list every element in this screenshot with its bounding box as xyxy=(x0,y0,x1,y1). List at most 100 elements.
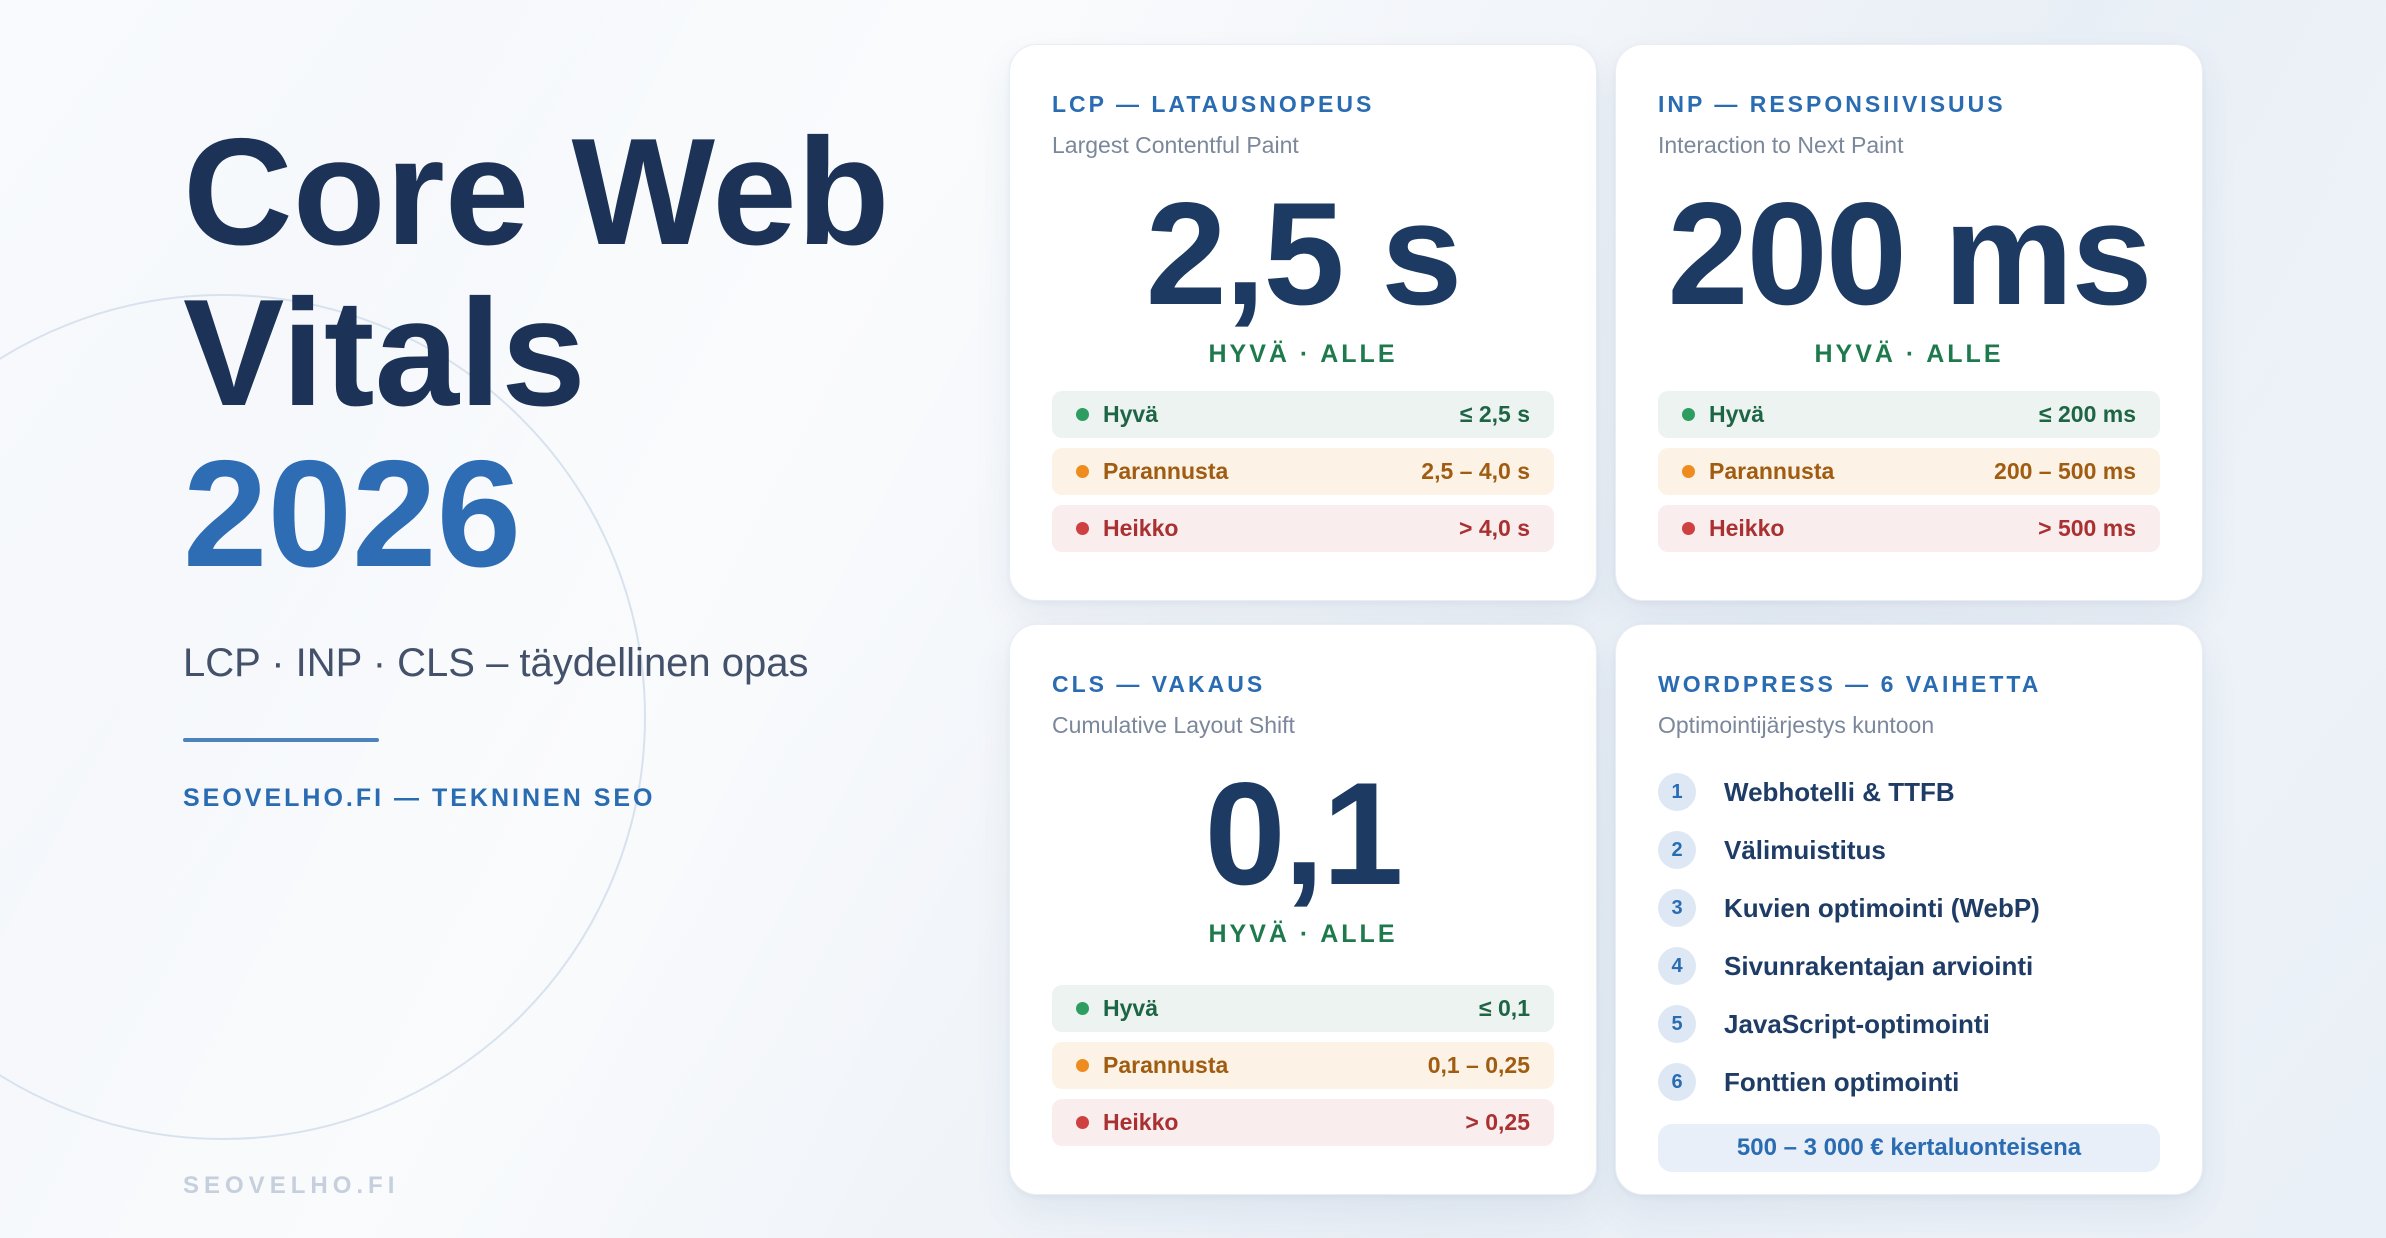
threshold-label: Parannusta xyxy=(1709,458,1835,484)
threshold-label: Heikko xyxy=(1103,1109,1179,1135)
price-badge: 500 – 3 000 € kertaluonteisena xyxy=(1658,1124,2160,1172)
dot-warn-icon xyxy=(1076,465,1089,478)
cards-grid: LCP — LATAUSNOPEUS Largest Contentful Pa… xyxy=(1009,44,2203,1195)
brand-watermark: SEOVELHO.FI xyxy=(183,1172,400,1199)
card-lcp: LCP — LATAUSNOPEUS Largest Contentful Pa… xyxy=(1009,44,1597,601)
threshold-row-good: Hyvä ≤ 2,5 s xyxy=(1052,391,1554,438)
threshold-label: Parannusta xyxy=(1103,1052,1229,1078)
card-inp-metric: 200 ms HYVÄ · ALLE xyxy=(1658,172,2160,369)
card-cls-subtitle: Cumulative Layout Shift xyxy=(1052,712,1295,738)
threshold-value: 2,5 – 4,0 s xyxy=(1421,458,1530,484)
step-number-badge: 4 xyxy=(1658,947,1696,985)
dot-bad-icon xyxy=(1076,522,1089,535)
step-number-badge: 6 xyxy=(1658,1063,1696,1101)
threshold-row-warn: Parannusta 200 – 500 ms xyxy=(1658,448,2160,495)
threshold-value: 0,1 – 0,25 xyxy=(1427,1052,1530,1078)
threshold-label: Parannusta xyxy=(1103,458,1229,484)
threshold-row-left: Parannusta xyxy=(1076,1052,1228,1079)
title-year: 2026 xyxy=(183,429,522,599)
inp-metric-value: 200 ms xyxy=(1667,172,2152,335)
step-item-6: 6 Fonttien optimointi xyxy=(1658,1063,2160,1101)
threshold-value: > 0,25 xyxy=(1465,1109,1530,1135)
dot-warn-icon xyxy=(1682,465,1695,478)
hero-section: Core Web Vitals 2026 LCP · INP · CLS – t… xyxy=(183,112,1013,813)
threshold-value: ≤ 2,5 s xyxy=(1459,401,1530,427)
step-label: Webhotelli & TTFB xyxy=(1724,776,1955,807)
cls-metric-status: HYVÄ · ALLE xyxy=(1208,919,1398,948)
title-line-1: Core Web xyxy=(183,107,890,277)
step-label: JavaScript-optimointi xyxy=(1724,1008,1990,1039)
hero-subtitle: LCP · INP · CLS – täydellinen opas xyxy=(183,641,809,685)
threshold-row-left: Heikko xyxy=(1682,515,1784,542)
threshold-row-warn: Parannusta 0,1 – 0,25 xyxy=(1052,1042,1554,1089)
card-inp: INP — RESPONSIIVISUUS Interaction to Nex… xyxy=(1615,44,2203,601)
threshold-label: Heikko xyxy=(1103,515,1179,541)
threshold-row-warn: Parannusta 2,5 – 4,0 s xyxy=(1052,448,1554,495)
inp-threshold-rows: Hyvä ≤ 200 ms Parannusta 200 – 500 ms He… xyxy=(1658,391,2160,552)
step-item-1: 1 Webhotelli & TTFB xyxy=(1658,773,2160,811)
threshold-row-left: Hyvä xyxy=(1076,401,1158,428)
step-number-badge: 3 xyxy=(1658,889,1696,927)
threshold-row-left: Heikko xyxy=(1076,515,1178,542)
page-title: Core Web Vitals 2026 xyxy=(183,112,1013,595)
card-wordpress: WORDPRESS — 6 VAIHETTA Optimointijärjest… xyxy=(1615,624,2203,1195)
dot-good-icon xyxy=(1682,408,1695,421)
threshold-value: ≤ 200 ms xyxy=(2038,401,2136,427)
dot-good-icon xyxy=(1076,1002,1089,1015)
card-lcp-metric: 2,5 s HYVÄ · ALLE xyxy=(1052,172,1554,369)
threshold-row-bad: Heikko > 500 ms xyxy=(1658,505,2160,552)
wordpress-steps-list: 1 Webhotelli & TTFB 2 Välimuistitus 3 Ku… xyxy=(1658,773,2160,1101)
threshold-row-left: Hyvä xyxy=(1682,401,1764,428)
cls-threshold-rows: Hyvä ≤ 0,1 Parannusta 0,1 – 0,25 Heikko xyxy=(1052,985,1554,1146)
step-number-badge: 1 xyxy=(1658,773,1696,811)
threshold-row-bad: Heikko > 4,0 s xyxy=(1052,505,1554,552)
card-inp-title: INP — RESPONSIIVISUUS xyxy=(1658,91,2006,117)
card-inp-subtitle: Interaction to Next Paint xyxy=(1658,132,1904,158)
brand-byline: SEOVELHO.FI — TEKNINEN SEO xyxy=(183,784,656,812)
threshold-value: > 500 ms xyxy=(2038,515,2136,541)
cls-metric-value: 0,1 xyxy=(1204,752,1404,915)
threshold-row-left: Parannusta xyxy=(1682,458,1834,485)
step-number-badge: 5 xyxy=(1658,1005,1696,1043)
threshold-row-good: Hyvä ≤ 200 ms xyxy=(1658,391,2160,438)
card-wordpress-title: WORDPRESS — 6 VAIHETTA xyxy=(1658,671,2042,697)
card-lcp-title: LCP — LATAUSNOPEUS xyxy=(1052,91,1375,117)
dot-bad-icon xyxy=(1682,522,1695,535)
threshold-row-left: Hyvä xyxy=(1076,995,1158,1022)
threshold-row-good: Hyvä ≤ 0,1 xyxy=(1052,985,1554,1032)
threshold-value: > 4,0 s xyxy=(1459,515,1530,541)
card-cls-metric: 0,1 HYVÄ · ALLE xyxy=(1052,752,1554,949)
card-wordpress-subtitle: Optimointijärjestys kuntoon xyxy=(1658,712,1935,738)
title-line-2: Vitals xyxy=(183,268,586,438)
step-label: Fonttien optimointi xyxy=(1724,1066,1960,1097)
step-label: Kuvien optimointi (WebP) xyxy=(1724,892,2040,923)
step-item-5: 5 JavaScript-optimointi xyxy=(1658,1005,2160,1043)
threshold-label: Hyvä xyxy=(1103,401,1158,427)
step-number-badge: 2 xyxy=(1658,831,1696,869)
card-cls: CLS — VAKAUS Cumulative Layout Shift 0,1… xyxy=(1009,624,1597,1195)
lcp-metric-value: 2,5 s xyxy=(1145,172,1463,335)
lcp-threshold-rows: Hyvä ≤ 2,5 s Parannusta 2,5 – 4,0 s Heik… xyxy=(1052,391,1554,552)
lcp-metric-status: HYVÄ · ALLE xyxy=(1208,339,1398,368)
dot-bad-icon xyxy=(1076,1116,1089,1129)
threshold-row-left: Heikko xyxy=(1076,1109,1178,1136)
step-item-4: 4 Sivunrakentajan arviointi xyxy=(1658,947,2160,985)
threshold-value: ≤ 0,1 xyxy=(1479,995,1530,1021)
threshold-row-bad: Heikko > 0,25 xyxy=(1052,1099,1554,1146)
card-cls-title: CLS — VAKAUS xyxy=(1052,671,1266,697)
step-item-3: 3 Kuvien optimointi (WebP) xyxy=(1658,889,2160,927)
step-label: Välimuistitus xyxy=(1724,834,1886,865)
dot-good-icon xyxy=(1076,408,1089,421)
divider-line xyxy=(183,738,379,742)
threshold-label: Hyvä xyxy=(1103,995,1158,1021)
threshold-value: 200 – 500 ms xyxy=(1994,458,2136,484)
threshold-label: Heikko xyxy=(1709,515,1785,541)
inp-metric-status: HYVÄ · ALLE xyxy=(1814,339,2004,368)
card-lcp-subtitle: Largest Contentful Paint xyxy=(1052,132,1299,158)
step-item-2: 2 Välimuistitus xyxy=(1658,831,2160,869)
step-label: Sivunrakentajan arviointi xyxy=(1724,950,2034,981)
threshold-label: Hyvä xyxy=(1709,401,1764,427)
dot-warn-icon xyxy=(1076,1059,1089,1072)
threshold-row-left: Parannusta xyxy=(1076,458,1228,485)
